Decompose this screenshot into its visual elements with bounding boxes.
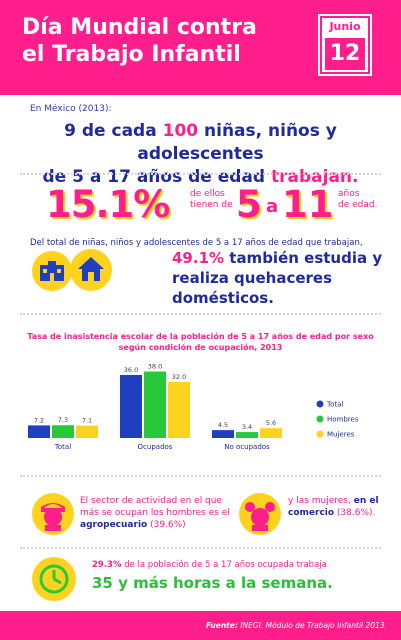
bar-value-label: 7.1 — [82, 417, 92, 425]
bar-ocupados-total — [120, 375, 142, 438]
divider — [20, 475, 381, 477]
bar-no-ocupados-mujeres — [260, 428, 282, 438]
divider — [20, 173, 381, 175]
intro-statement: 9 de cada 100 niñas, niños y adolescente… — [20, 120, 381, 189]
stat2-text-b: realiza quehaceres domésticos. — [172, 269, 332, 307]
category-label: Ocupados — [138, 443, 173, 451]
bar-total-mujeres — [76, 426, 98, 438]
house-icon — [70, 249, 112, 291]
hours-text: 29.3% de la población de 5 a 17 años ocu… — [92, 560, 327, 570]
stat2-percentage: 49.1% — [172, 249, 224, 267]
women-sector-fact: y las mujeres, en el comercio (38.6%). — [288, 495, 383, 519]
page-title: Día Mundial contra el Trabajo Infantil — [22, 14, 312, 68]
legend-label: Hombres — [327, 416, 359, 424]
legend-label: Mujeres — [327, 431, 355, 439]
source-note: Fuente: INEGI. Módulo de Trabajo Infanti… — [206, 621, 387, 630]
category-label: No ocupados — [224, 443, 270, 451]
legend-label: Total — [326, 401, 343, 409]
hours-description: de la población de 5 a 17 años ocupada t… — [122, 560, 327, 570]
bar-value-label: 38.0 — [148, 363, 162, 371]
stat2-intro: Del total de niñas, niños y adolescentes… — [30, 238, 363, 248]
bar-value-label: 7.2 — [34, 416, 44, 424]
bar-value-label: 36.0 — [124, 366, 138, 374]
bar-total-total — [28, 425, 50, 438]
bar-chart: 7.2 7.3 7.1 Total 36.0 38.0 32.0 Ocupados 4.5 3.4… — [20, 360, 381, 455]
hours-highlight: 35 y más horas a la semana. — [92, 574, 333, 592]
bar-no-ocupados-total — [212, 430, 234, 438]
bar-no-ocupados-hombres — [236, 432, 258, 438]
age-to: 11 — [282, 183, 334, 226]
women-fact-percent: (38.6%). — [334, 508, 375, 518]
bar-value-label: 32.0 — [172, 373, 186, 381]
men-fact-highlight: agropecuario — [80, 520, 147, 530]
calendar-day: 12 — [325, 38, 365, 70]
boy-face-icon — [32, 493, 74, 535]
bar-value-label: 3.4 — [242, 423, 252, 431]
bar-total-hombres — [52, 425, 74, 438]
chart-title: Tasa de inasistencia escolar de la pobla… — [25, 331, 376, 353]
bar-value-label: 5.6 — [266, 419, 276, 427]
girl-face-icon — [239, 493, 281, 535]
men-sector-fact: El sector de actividad en el que más se … — [80, 495, 230, 531]
intro-highlight-100: 100 — [163, 121, 199, 141]
bar-ocupados-mujeres — [168, 382, 190, 438]
stat-percentage: 15.1% — [46, 183, 169, 226]
stat2-text-a: también estudia y — [224, 249, 382, 267]
calendar-month: Junio — [320, 20, 370, 33]
women-fact-text: y las mujeres, — [288, 496, 354, 506]
source-label: Fuente: — [206, 621, 238, 630]
men-fact-text: El sector de actividad en el que más se … — [80, 496, 230, 518]
age-from: 5 — [236, 183, 262, 226]
legend-marker — [317, 401, 324, 408]
clock-icon — [32, 557, 76, 601]
calendar-icon: Junio 12 — [318, 14, 372, 76]
divider — [20, 313, 381, 315]
men-fact-percent: (39.6%) — [147, 520, 185, 530]
bar-value-label: 4.5 — [218, 421, 228, 429]
legend-marker — [317, 431, 324, 438]
divider — [20, 547, 381, 549]
bar-value-label: 7.3 — [58, 416, 68, 424]
legend-marker — [317, 416, 324, 423]
category-label: Total — [54, 443, 71, 451]
intro-label: En México (2013): — [30, 104, 112, 114]
hours-percentage: 29.3% — [92, 560, 122, 570]
age-separator: a — [266, 196, 278, 217]
stat-text: de ellos tienen de — [190, 189, 233, 211]
bar-ocupados-hombres — [144, 372, 166, 439]
source-text: INEGI. Módulo de Trabajo Infantil 2013. — [238, 621, 387, 630]
school-building-icon — [32, 251, 72, 291]
stat2-statement: 49.1% también estudia y realiza quehacer… — [172, 248, 387, 308]
age-unit: años de edad. — [338, 189, 377, 211]
intro-text-1: 9 de cada — [64, 121, 162, 141]
